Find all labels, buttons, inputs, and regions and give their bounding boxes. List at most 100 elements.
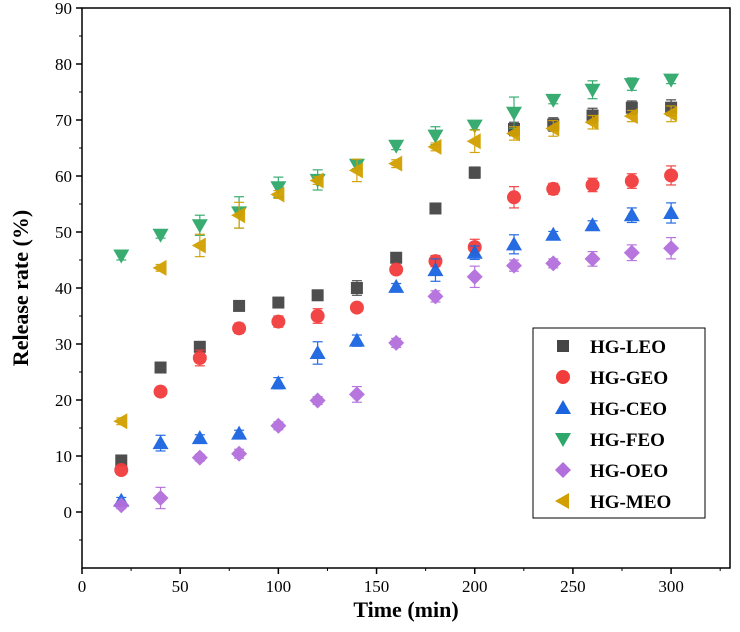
- data-point: [191, 430, 208, 445]
- data-point: [506, 106, 522, 121]
- data-point: [545, 255, 562, 272]
- data-point: [466, 244, 483, 259]
- x-tick-label: 50: [172, 577, 189, 596]
- data-point: [584, 250, 601, 267]
- data-point: [545, 226, 562, 241]
- data-point: [152, 259, 167, 276]
- data-point: [506, 125, 520, 142]
- data-point: [429, 202, 442, 215]
- data-point: [507, 190, 521, 205]
- data-point: [584, 114, 599, 131]
- data-point: [506, 257, 522, 274]
- legend-label: HG-LEO: [590, 337, 666, 358]
- data-point: [152, 490, 169, 506]
- data-point: [348, 386, 365, 403]
- legend-marker-hg-ceo: [555, 400, 571, 414]
- data-point: [231, 425, 248, 440]
- data-point: [663, 204, 680, 219]
- data-point: [272, 296, 285, 309]
- legend: HG-LEO HG-GEO HG-CEO HG-FEO HG-OEO HG-MEO: [532, 327, 706, 519]
- legend-label: HG-MEO: [590, 492, 671, 513]
- data-point: [466, 268, 483, 285]
- data-point: [233, 299, 246, 312]
- data-point: [388, 139, 405, 154]
- legend-marker-hg-feo: [555, 433, 571, 447]
- data-point: [623, 78, 640, 93]
- data-point: [663, 73, 680, 88]
- y-tick-label: 60: [55, 167, 72, 186]
- data-point: [231, 445, 248, 462]
- y-tick-label: 20: [55, 391, 72, 410]
- x-tick-label: 250: [560, 577, 586, 596]
- data-point: [584, 217, 601, 232]
- data-point: [388, 155, 403, 172]
- data-point: [388, 334, 405, 351]
- legend-label: HG-GEO: [590, 368, 668, 389]
- legend-marker-hg-meo: [555, 493, 569, 509]
- x-tick-label: 300: [658, 577, 684, 596]
- data-point: [115, 454, 128, 467]
- y-tick-label: 50: [55, 223, 72, 242]
- data-point: [152, 435, 169, 450]
- data-point: [309, 344, 326, 359]
- y-tick-label: 70: [55, 111, 72, 130]
- data-point: [348, 162, 363, 179]
- data-point: [506, 236, 522, 251]
- data-point: [349, 300, 364, 315]
- data-point: [545, 93, 562, 108]
- data-point: [623, 108, 638, 125]
- data-point: [427, 138, 442, 155]
- data-point: [663, 240, 680, 257]
- data-point: [624, 174, 639, 189]
- x-tick-label: 0: [78, 577, 87, 596]
- data-point: [191, 219, 208, 234]
- data-point: [390, 251, 403, 264]
- x-tick-label: 200: [462, 577, 488, 596]
- series-hg-meo: [113, 105, 678, 430]
- data-point: [585, 177, 600, 192]
- data-point: [270, 375, 287, 390]
- data-point: [154, 361, 167, 374]
- data-point: [348, 332, 365, 347]
- y-tick-label: 80: [55, 55, 72, 74]
- y-tick-label: 90: [55, 0, 72, 18]
- data-point: [663, 105, 678, 122]
- data-point: [350, 282, 363, 294]
- data-point: [113, 497, 130, 514]
- data-point: [270, 186, 285, 203]
- data-point: [192, 351, 207, 365]
- y-tick-label: 10: [55, 447, 72, 466]
- data-point: [152, 228, 169, 243]
- data-point: [153, 384, 168, 399]
- data-point: [427, 129, 444, 144]
- data-point: [270, 417, 287, 434]
- legend-label: HG-OEO: [590, 461, 668, 482]
- data-point: [584, 83, 601, 98]
- data-point: [231, 207, 246, 224]
- data-point: [311, 289, 324, 302]
- y-tick-label: 40: [55, 279, 72, 298]
- data-point: [389, 262, 404, 277]
- data-point: [271, 314, 286, 329]
- plot-frame: [81, 7, 731, 569]
- y-tick-label: 30: [55, 335, 72, 354]
- data-point: [427, 262, 444, 277]
- data-point: [309, 172, 324, 189]
- data-point: [270, 181, 287, 196]
- legend-label: HG-FEO: [590, 430, 665, 451]
- data-point: [310, 309, 325, 323]
- series-hg-oeo: [113, 237, 680, 514]
- data-point: [232, 321, 247, 336]
- data-point: [466, 119, 483, 134]
- legend-marker-hg-leo: [557, 340, 569, 352]
- x-axis-label: Time (min): [353, 597, 458, 622]
- data-point: [309, 392, 326, 409]
- data-point: [623, 207, 640, 222]
- data-point: [545, 120, 560, 137]
- data-point: [114, 463, 129, 477]
- series-hg-ceo: [113, 202, 680, 507]
- data-point: [466, 133, 481, 150]
- data-point: [664, 168, 679, 183]
- data-point: [468, 166, 481, 179]
